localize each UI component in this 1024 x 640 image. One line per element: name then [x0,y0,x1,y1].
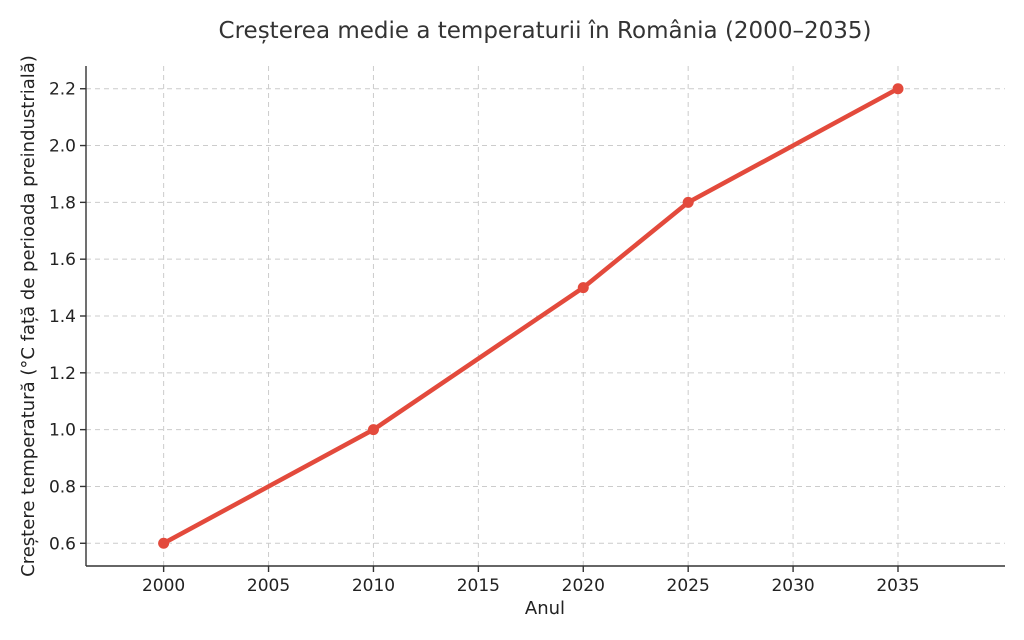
data-point-2010 [367,424,379,436]
y-tick-label-1: 1.0 [49,421,76,441]
data-point-2035 [892,83,904,95]
y-tick-label-1.6: 1.6 [49,250,76,270]
x-tick-label-2000: 2000 [142,576,185,596]
y-tick-label-0.6: 0.6 [49,534,76,554]
y-tick-label-1.4: 1.4 [49,307,76,327]
chart-title: Creșterea medie a temperaturii în Români… [219,18,872,44]
grid-lines [86,66,1005,566]
x-tick-label-2005: 2005 [247,576,290,596]
data-point-2025 [682,196,694,208]
x-tick-label-2025: 2025 [667,576,710,596]
x-tick-label-2020: 2020 [562,576,605,596]
x-tick-label-2010: 2010 [352,576,395,596]
y-tick-label-2: 2.0 [49,137,76,157]
x-axis-label: Anul [525,598,565,619]
data-point-2000 [158,537,170,549]
y-tick-label-1.2: 1.2 [49,364,76,384]
y-tick-label-1.8: 1.8 [49,193,76,213]
tick-marks: 2000 2005 2010 2015 2020 2025 2030 2035 0.6 0.8 1.… [49,80,920,596]
data-point-2020 [577,282,589,294]
data-series [158,83,904,549]
y-axis-label: Creștere temperatură (°C față de perioad… [18,55,39,577]
x-tick-label-2015: 2015 [457,576,500,596]
x-tick-label-2030: 2030 [771,576,814,596]
y-tick-label-0.8: 0.8 [49,477,76,497]
y-tick-label-2.2: 2.2 [49,80,76,100]
x-tick-label-2035: 2035 [876,576,919,596]
